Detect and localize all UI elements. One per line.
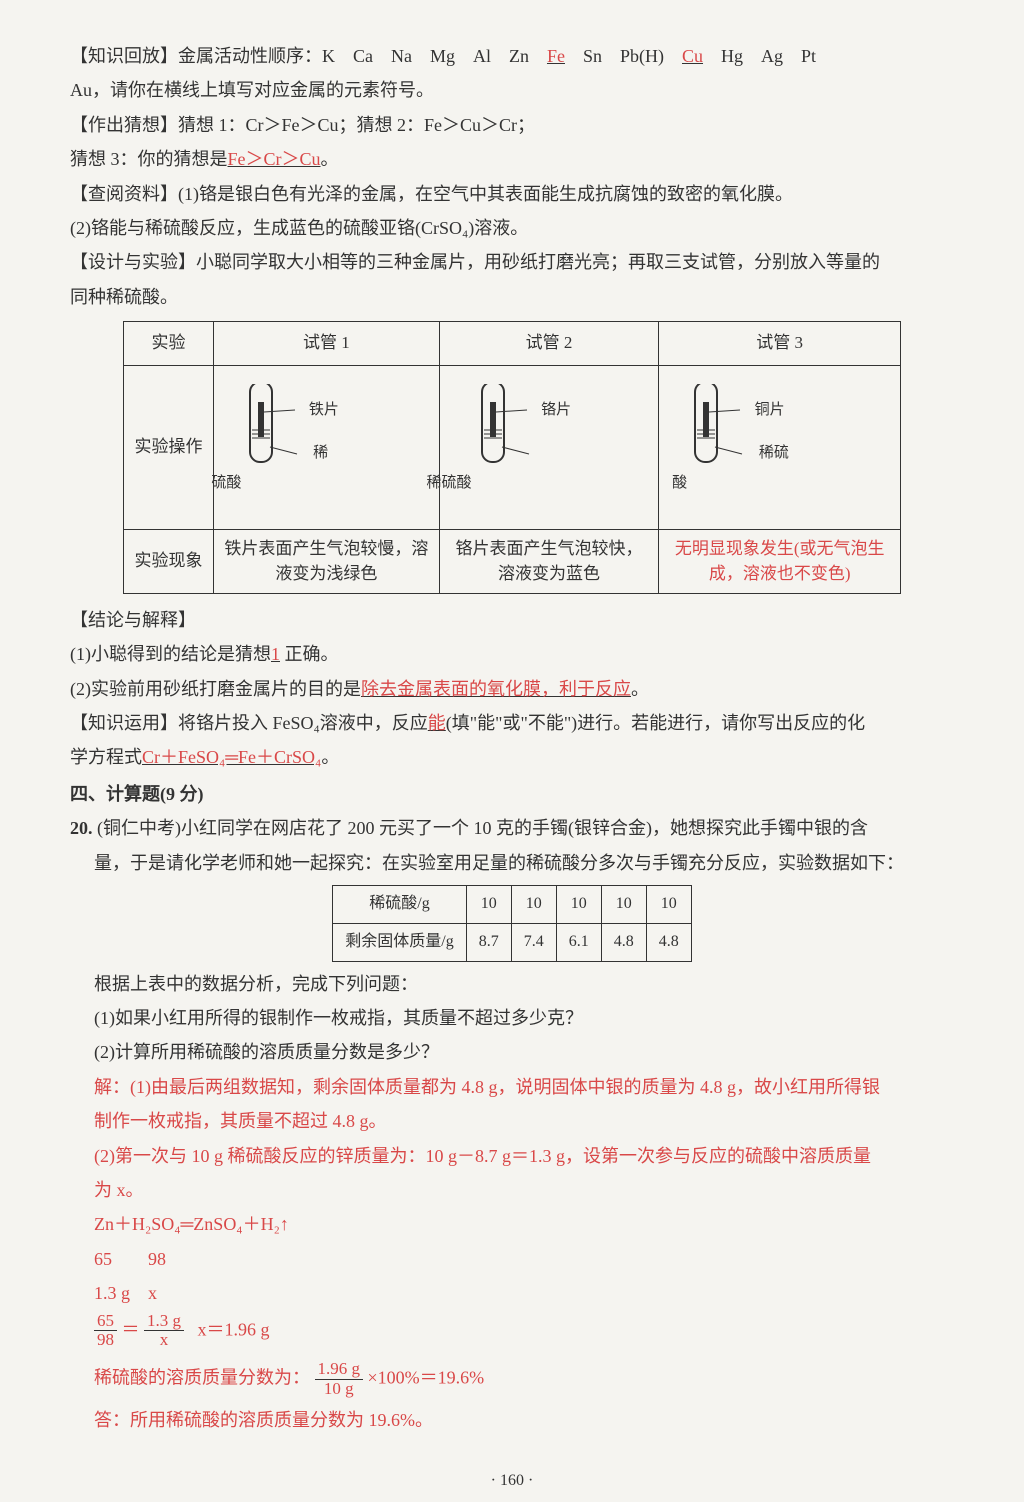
solution-line3: (2)第一次与 10 g 稀硫酸反应的锌质量为：10 g－8.7 g＝1.3 g… [70,1140,954,1172]
application-line1: 【知识运用】将铬片投入 FeSO₄溶液中，反应能(填"能"或"不能")进行。若能… [70,707,954,739]
test-tube-icon [670,372,820,482]
solution-line2: 制作一枚戒指，其质量不超过 4.8 g。 [70,1105,954,1137]
reference-line2: (2)铬能与稀硫酸反应，生成蓝色的硫酸亚铬(CrSO₄)溶液。 [70,212,954,244]
knowledge-review-line2: Au，请你在横线上填写对应金属的元素符号。 [70,74,954,106]
solution-line1: 解：(1)由最后两组数据知，剩余固体质量都为 4.8 g，说明固体中银的质量为 … [70,1071,954,1103]
test-tube-icon [457,372,607,482]
test-tube-icon [225,372,375,482]
solution-eq: Zn＋H₂SO₄═ZnSO₄＋H₂↑ [70,1208,954,1240]
guess-answer: Fe＞Cr＞Cu [228,149,321,169]
q20-intro: 根据上表中的数据分析，完成下列问题： [70,968,954,1000]
solution-ratio: 65 98 ＝ 1.3 g x x＝1.96 g [70,1312,954,1350]
table-row: 稀硫酸/g 10 10 10 10 10 [333,886,691,924]
tube1-cell: 铁片 稀硫酸 [214,365,440,529]
conclusion-2: (2)实验前用砂纸打磨金属片的目的是除去金属表面的氧化膜，利于反应。 [70,673,954,705]
conclusion-1: (1)小聪得到的结论是猜想1 正确。 [70,638,954,670]
design-line2: 同种稀硫酸。 [70,281,954,313]
guess-line2: 猜想 3：你的猜想是Fe＞Cr＞Cu。 [70,143,954,175]
table-row: 剩余固体质量/g 8.7 7.4 6.1 4.8 4.8 [333,923,691,961]
solution-conc: 稀硫酸的溶质质量分数为： 1.96 g 10 g ×100%＝19.6% [70,1360,954,1398]
solution-answer: 答：所用稀硫酸的溶质质量分数为 19.6%。 [70,1404,954,1436]
conclusion-label: 【结论与解释】 [70,604,954,636]
table-row: 实验操作 铁片 稀硫酸 [124,365,901,529]
fraction-right: 1.3 g x [144,1312,184,1350]
tube3-cell: 铜片 稀硫酸 [659,365,901,529]
tube2-cell: 铬片 稀硫酸 [439,365,659,529]
section4-title: 四、计算题(9 分) [70,778,954,810]
blank-cu: Cu [682,46,703,66]
solution-line4: 为 x。 [70,1174,954,1206]
table-row: 实验现象 铁片表面产生气泡较慢，溶液变为浅绿色 铬片表面产生气泡较快，溶液变为蓝… [124,529,901,593]
phen3-answer: 无明显现象发生(或无气泡生成，溶液也不变色) [659,529,901,593]
q20-line2: 量，于是请化学老师和她一起探究：在实验室用足量的稀硫酸分多次与手镯充分反应，实验… [70,847,954,879]
q20-sub2: (2)计算所用稀硫酸的溶质质量分数是多少？ [70,1036,954,1068]
design-line1: 【设计与实验】小聪同学取大小相等的三种金属片，用砂纸打磨光亮；再取三支试管，分别… [70,246,954,278]
blank-fe: Fe [547,46,565,66]
label: 【知识回放】 [70,46,178,66]
table-row: 实验 试管 1 试管 2 试管 3 [124,322,901,366]
solution-mass: 1.3 g x [70,1277,954,1309]
data-table: 稀硫酸/g 10 10 10 10 10 剩余固体质量/g 8.7 7.4 6.… [332,885,691,962]
knowledge-review-line1: 【知识回放】金属活动性顺序：K Ca Na Mg Al Zn Fe Sn Pb(… [70,40,954,72]
reference-line1: 【查阅资料】(1)铬是银白色有光泽的金属，在空气中其表面能生成抗腐蚀的致密的氧化… [70,178,954,210]
experiment-table: 实验 试管 1 试管 2 试管 3 实验操作 铁片 稀硫酸 [123,321,901,594]
q20-line1: 20. (铜仁中考)小红同学在网店花了 200 元买了一个 10 克的手镯(银锌… [70,812,954,844]
solution-molar: 65 98 [70,1243,954,1275]
fraction-left: 65 98 [94,1312,117,1350]
guess-line1: 【作出猜想】猜想 1：Cr＞Fe＞Cu；猜想 2：Fe＞Cu＞Cr； [70,109,954,141]
page-number: · 160 · [70,1467,954,1496]
fraction-conc: 1.96 g 10 g [315,1360,364,1398]
application-line2: 学方程式Cr＋FeSO₄═Fe＋CrSO₄。 [70,741,954,773]
q20-sub1: (1)如果小红用所得的银制作一枚戒指，其质量不超过多少克？ [70,1002,954,1034]
